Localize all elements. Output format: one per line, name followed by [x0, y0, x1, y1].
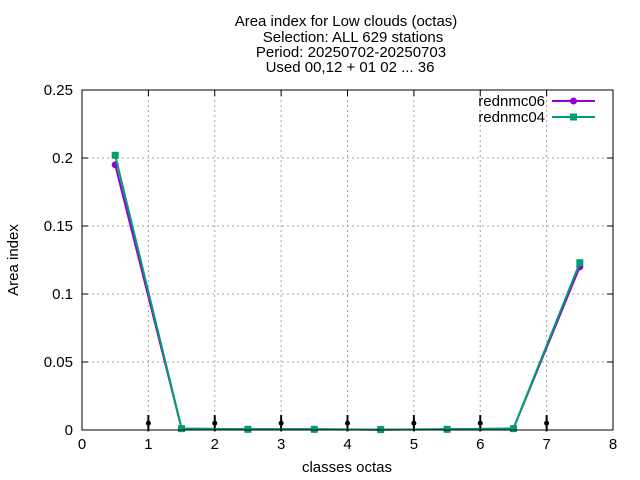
- point-rednmc04: [509, 425, 517, 433]
- title-line-3: Period: 20250702-20250703: [256, 44, 446, 61]
- axis-ticks: [81, 89, 614, 431]
- y-tick-label: 0: [65, 422, 73, 439]
- x-axis-label: classes octas: [302, 459, 392, 476]
- y-tick-label: 0.1: [52, 286, 73, 303]
- x-tick-label: 5: [410, 436, 418, 453]
- legend-label: rednmc04: [478, 109, 545, 126]
- y-tick-label: 0.25: [44, 82, 73, 99]
- x-tick-label: 1: [144, 436, 152, 453]
- title-line-2: Selection: ALL 629 stations: [263, 29, 443, 46]
- y-tick-label: 0.15: [44, 218, 73, 235]
- x-tick-label: 4: [343, 436, 351, 453]
- y-axis-label: Area index: [5, 224, 22, 296]
- legend-swatch-marker: [570, 113, 577, 121]
- point-rednmc04: [244, 425, 252, 433]
- class-marker-dot: [345, 420, 350, 426]
- point-rednmc04: [111, 151, 119, 159]
- x-tick-label: 3: [277, 436, 285, 453]
- point-rednmc04: [576, 259, 584, 267]
- y-tick-label: 0.2: [52, 150, 73, 167]
- x-tick-label: 7: [542, 436, 550, 453]
- grid: [82, 90, 613, 430]
- class-marker-dot: [278, 420, 284, 426]
- point-rednmc04: [178, 425, 186, 433]
- x-tick-labels: 0 1 2 3 4 5 6 7 8: [78, 436, 617, 453]
- class-marker-dot: [411, 420, 417, 426]
- y-tick-label: 0.05: [44, 354, 73, 371]
- title-line-1: Area index for Low clouds (octas): [235, 13, 458, 30]
- class-marker-dot: [145, 420, 151, 426]
- class-marker-dot: [212, 420, 218, 426]
- series-line-rednmc06: [114, 164, 581, 431]
- legend-swatch-marker: [570, 97, 577, 105]
- point-rednmc04: [310, 425, 318, 433]
- class-marker-dot: [477, 420, 483, 426]
- class-marker-dot: [544, 420, 550, 426]
- chart-title: Area index for Low clouds (octas) Select…: [235, 13, 458, 76]
- point-rednmc04: [443, 425, 451, 433]
- title-line-4: Used 00,12 + 01 02 ... 36: [266, 59, 435, 76]
- y-tick-labels: 0 0.05 0.1 0.15 0.2 0.25: [44, 82, 73, 439]
- x-tick-label: 8: [609, 436, 617, 453]
- legend-label: rednmc06: [478, 93, 545, 110]
- x-tick-label: 0: [78, 436, 86, 453]
- x-tick-label: 6: [476, 436, 484, 453]
- x-tick-label: 2: [211, 436, 219, 453]
